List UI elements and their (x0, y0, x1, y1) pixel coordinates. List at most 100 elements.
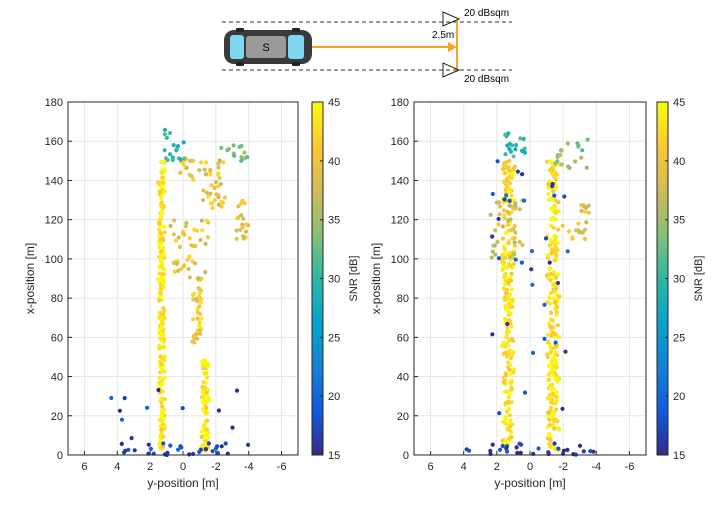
data-point (213, 180, 219, 185)
data-point (550, 161, 555, 166)
data-point (508, 255, 513, 260)
y-tick-label: 180 (391, 97, 409, 109)
data-point (542, 302, 547, 307)
data-point (547, 271, 552, 276)
data-point (488, 212, 493, 217)
data-point (201, 400, 206, 405)
data-point (554, 407, 559, 412)
data-point (217, 175, 222, 180)
data-point (547, 411, 552, 416)
colorbar-tick-label: 35 (328, 215, 340, 227)
data-point (530, 282, 535, 287)
data-point (156, 387, 161, 393)
data-point (497, 212, 502, 217)
data-point (504, 446, 509, 451)
data-point (546, 339, 551, 345)
data-point (509, 287, 514, 292)
data-point (117, 408, 122, 413)
data-point (551, 189, 556, 194)
x-tick-label: 4 (461, 461, 467, 473)
data-point (551, 421, 556, 426)
data-point (586, 203, 591, 208)
data-point (160, 329, 165, 334)
data-point (520, 148, 525, 154)
data-point (551, 356, 556, 361)
data-point (215, 451, 221, 456)
data-point (543, 236, 549, 241)
colorbar-tick-label: 35 (673, 215, 685, 227)
data-point (161, 356, 166, 361)
data-point (201, 380, 206, 385)
data-point (550, 207, 555, 212)
data-point (502, 197, 507, 202)
data-point (158, 242, 163, 247)
data-point (545, 332, 551, 337)
data-point (507, 174, 512, 180)
data-point (242, 201, 247, 206)
y-axis-label: x-position [m] (23, 243, 37, 314)
data-point (560, 223, 565, 228)
data-point (236, 204, 241, 209)
data-point (553, 161, 558, 166)
data-point (567, 165, 572, 171)
data-point (208, 201, 213, 206)
data-point (159, 211, 164, 216)
data-point (502, 275, 507, 280)
data-point (506, 186, 511, 191)
data-point (234, 388, 240, 393)
data-point (503, 417, 509, 422)
data-point (215, 172, 220, 177)
data-point (187, 452, 192, 457)
y-tick-label: 20 (397, 411, 409, 423)
data-point (554, 390, 559, 395)
data-point (503, 170, 508, 176)
data-point (500, 166, 506, 172)
data-point (181, 162, 186, 168)
data-point (547, 266, 553, 271)
data-point (200, 198, 206, 203)
data-point (220, 200, 226, 205)
data-point (506, 279, 511, 284)
data-point (520, 242, 525, 248)
data-point (184, 165, 189, 170)
data-point (192, 340, 197, 345)
data-point (172, 269, 177, 274)
data-point (551, 225, 556, 230)
data-point (201, 424, 206, 429)
data-point (506, 436, 511, 441)
data-point (504, 449, 510, 454)
data-point (549, 317, 554, 322)
data-point (500, 236, 505, 241)
y-tick-label: 160 (391, 136, 409, 148)
data-point (505, 422, 510, 427)
data-point (519, 260, 525, 265)
data-point (576, 143, 581, 148)
right-scatter-chart: 6 4 2 0 -2 -4 -6020406080100120140160180y-posi… (369, 97, 705, 490)
data-point (466, 448, 472, 453)
data-point (193, 297, 199, 302)
data-point (580, 148, 585, 153)
data-point (162, 375, 167, 380)
data-point (162, 167, 167, 172)
data-point (567, 229, 572, 234)
data-point (517, 239, 522, 245)
data-point (241, 216, 246, 221)
data-point (159, 200, 165, 205)
data-point (159, 196, 164, 201)
data-point (550, 282, 556, 287)
scatter-points (464, 131, 596, 457)
data-point (548, 349, 553, 355)
data-point (581, 449, 586, 454)
data-point (180, 406, 185, 411)
data-point (163, 189, 168, 194)
data-point (232, 153, 237, 158)
data-point (554, 304, 560, 309)
data-point (502, 213, 507, 218)
data-point (242, 150, 247, 155)
data-point (548, 223, 553, 228)
data-point (506, 310, 511, 315)
data-point (203, 270, 208, 275)
data-point (490, 442, 495, 447)
data-point (160, 321, 165, 326)
data-point (181, 140, 186, 145)
